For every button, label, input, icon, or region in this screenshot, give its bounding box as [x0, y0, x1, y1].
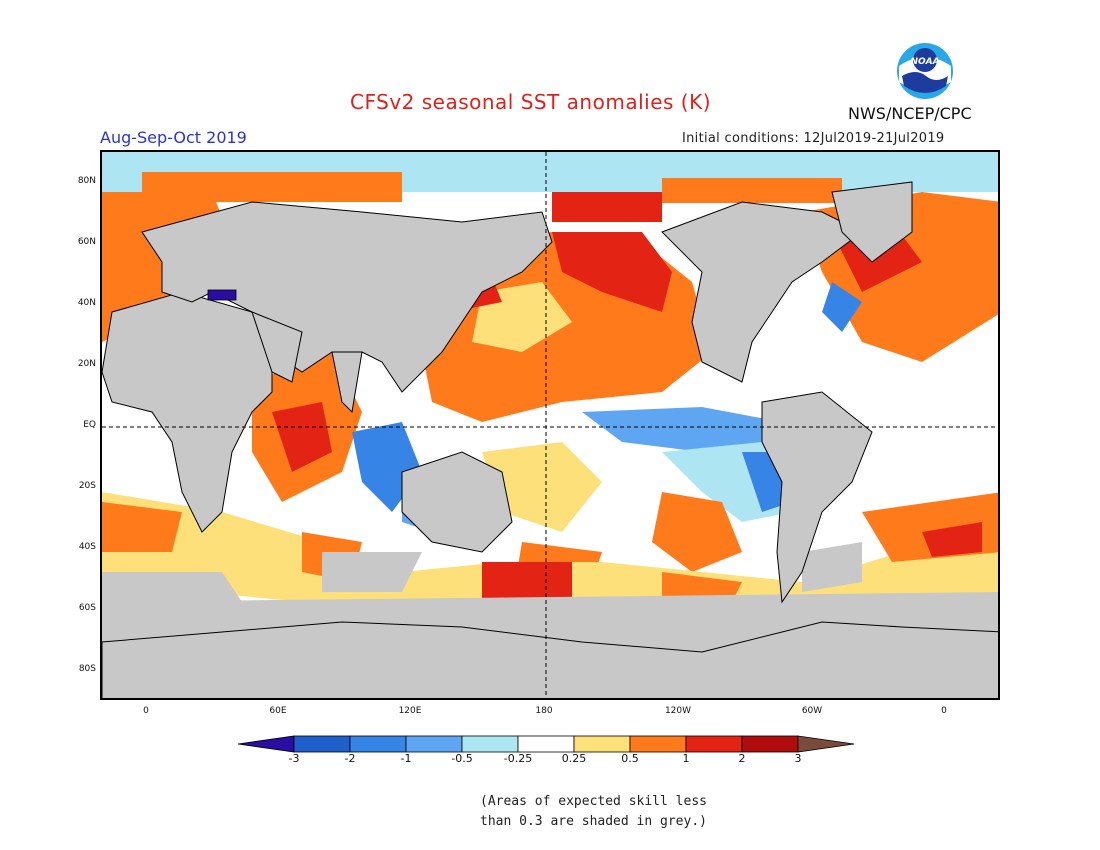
australia	[401, 451, 513, 553]
colorbar-segment	[685, 735, 743, 753]
lat-tick-60s: 60S	[78, 603, 96, 613]
chart-title: CFSv2 seasonal SST anomalies (K)	[350, 90, 711, 114]
noaa-logo-text: NOAA	[910, 57, 939, 67]
lat-tick-60n: 60N	[77, 237, 96, 247]
lat-tick-eq: EQ	[83, 420, 96, 430]
noaa-logo: NOAA	[897, 43, 953, 99]
footnote-line-2: than 0.3 are shaded in grey.)	[480, 814, 707, 829]
map-canvas	[102, 152, 998, 698]
colorbar-segment	[349, 735, 407, 753]
footnote-line-1: (Areas of expected skill less	[480, 794, 707, 809]
initial-conditions-label: Initial conditions: 12Jul2019-21Jul2019	[682, 131, 945, 146]
colorbar-tick-label: 2	[738, 752, 746, 765]
lon-tick-180: 180	[535, 706, 553, 716]
colorbar-tick-label: 0.25	[561, 752, 587, 765]
sst-anomaly-map	[100, 150, 1000, 700]
eurasia	[141, 201, 553, 393]
south-america	[761, 391, 873, 604]
season-label: Aug-Sep-Oct 2019	[100, 128, 247, 147]
lon-tick-120e: 120E	[398, 706, 422, 716]
north-america	[661, 201, 863, 383]
lat-tick-80s: 80S	[78, 664, 96, 674]
colorbar-tick-label: 1	[682, 752, 690, 765]
colorbar-tick-label: -0.5	[451, 752, 473, 765]
colorbar	[238, 735, 855, 753]
colorbar-max-triangle	[797, 735, 855, 753]
colorbar-tick-label: -0.25	[503, 752, 533, 765]
lon-tick-0-right: 0	[941, 706, 947, 716]
lat-tick-80n: 80N	[77, 176, 96, 186]
colorbar-segment	[629, 735, 687, 753]
colorbar-tick-label: -2	[344, 752, 356, 765]
antarctica	[102, 621, 998, 698]
colorbar-tick-label: -3	[288, 752, 300, 765]
footnote: (Areas of expected skill less than 0.3 a…	[480, 792, 707, 832]
colorbar-segment	[461, 735, 519, 753]
colorbar-min-triangle	[238, 735, 295, 753]
lat-tick-40s: 40S	[78, 542, 96, 552]
colorbar-segment	[573, 735, 631, 753]
lat-tick-40n: 40N	[77, 298, 96, 308]
lon-tick-60w: 60W	[801, 706, 823, 716]
colorbar-segment	[517, 735, 575, 753]
colorbar-segment	[405, 735, 463, 753]
lat-tick-20s: 20S	[78, 481, 96, 491]
colorbar-segment	[293, 735, 351, 753]
lon-tick-120w: 120W	[664, 706, 692, 716]
colorbar-tick-label: 3	[794, 752, 802, 765]
lat-tick-20n: 20N	[77, 359, 96, 369]
greenland	[831, 181, 913, 263]
lon-tick-60e: 60E	[269, 706, 287, 716]
agency-label: NWS/NCEP/CPC	[848, 104, 972, 123]
land-masses	[102, 181, 998, 698]
colorbar-tick-label: -1	[400, 752, 412, 765]
lon-tick-0: 0	[143, 706, 149, 716]
colorbar-segment	[741, 735, 799, 753]
colorbar-tick-label: 0.5	[621, 752, 639, 765]
